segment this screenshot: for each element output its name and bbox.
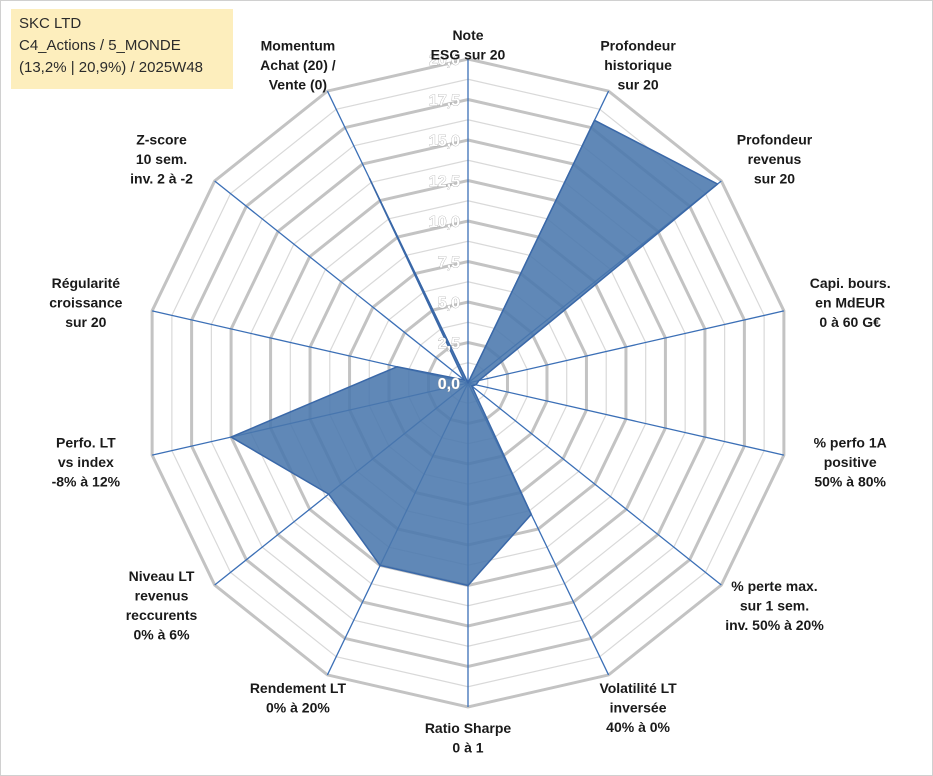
axis-label: Z-score 10 sem. inv. 2 à -2 <box>130 132 193 187</box>
axis-label-line: 50% à 80% <box>814 473 886 489</box>
portfolio-stats: (13,2% | 20,9%) / 2025W48 <box>19 59 203 76</box>
portfolio-name: C4_Actions / 5_MONDE <box>19 37 181 54</box>
tick-label: 0,0 <box>438 376 460 393</box>
radial-tick-labels: 0,0 2,5 5,0 7,5 10,0 12,5 15,0 17,5 20,0 <box>429 52 461 394</box>
axis-label: % perte max. sur 1 sem. inv. 50% à 20% <box>725 578 824 633</box>
axis-label-line: Volatilité LT <box>599 680 677 696</box>
axis-label: Profondeur revenus sur 20 <box>737 132 813 187</box>
axis-label-line: Rendement LT <box>250 680 347 696</box>
axis-label: Niveau LT revenus reccurents 0% à 6% <box>126 568 198 643</box>
axis-label: Ratio Sharpe 0 à 1 <box>425 720 512 756</box>
axis-label-line: historique <box>604 57 672 73</box>
tick-label: 15,0 <box>429 133 460 150</box>
axis-label-line: Profondeur <box>600 38 676 54</box>
axis-spoke <box>467 310 785 384</box>
axis-label-line: revenus <box>748 151 802 167</box>
tick-label: 5,0 <box>438 295 460 312</box>
axis-label-line: 0 à 60 G€ <box>819 314 881 330</box>
axis-label-line: en MdEUR <box>815 295 885 311</box>
axis-spoke <box>214 180 469 384</box>
tick-label: 2,5 <box>438 336 460 353</box>
tick-label: 17,5 <box>429 93 460 110</box>
tick-label: 12,5 <box>429 174 460 191</box>
axis-label-line: 0% à 20% <box>266 699 330 715</box>
tick-label: 10,0 <box>429 214 460 231</box>
info-box: SKC LTD C4_Actions / 5_MONDE (13,2% | 20… <box>11 9 233 89</box>
axis-label: Perfo. LT vs index -8% à 12% <box>52 434 121 489</box>
series-area <box>230 119 719 587</box>
axis-label: Momentum Achat (20) / Vente (0) <box>260 38 336 93</box>
axis-label-line: croissance <box>49 295 122 311</box>
axis-spoke <box>467 382 722 586</box>
axis-label-line: inv. 50% à 20% <box>725 617 824 633</box>
axis-label-line: Vente (0) <box>269 77 327 93</box>
axis-label-line: % perfo 1A <box>814 434 887 450</box>
axis-label-line: Profondeur <box>737 132 813 148</box>
axis-label-line: Perfo. LT <box>56 434 116 450</box>
axis-label-line: revenus <box>135 588 189 604</box>
axis-label-line: Régularité <box>52 275 121 291</box>
tick-label: 20,0 <box>429 52 460 69</box>
axis-label-line: Niveau LT <box>129 568 195 584</box>
axis-label: Volatilité LT inversée 40% à 0% <box>599 680 677 735</box>
axis-label: Profondeur historique sur 20 <box>600 38 676 93</box>
tick-label: 7,5 <box>438 255 460 272</box>
axis-spoke <box>467 382 785 456</box>
axis-label-line: 0 à 1 <box>452 740 483 756</box>
axis-label: Rendement LT 0% à 20% <box>250 680 347 716</box>
axis-label-line: inversée <box>610 699 667 715</box>
axis-label-line: 0% à 6% <box>133 627 190 643</box>
axis-label-line: positive <box>824 454 877 470</box>
axis-label: Note ESG sur 20 <box>431 27 506 63</box>
axis-label: Régularité croissance sur 20 <box>49 275 122 330</box>
axis-label-line: Ratio Sharpe <box>425 720 512 736</box>
axis-label-line: -8% à 12% <box>52 473 121 489</box>
axis-label-line: sur 20 <box>617 77 658 93</box>
company-name: SKC LTD <box>19 15 82 32</box>
axis-label: Capi. bours. en MdEUR 0 à 60 G€ <box>810 275 891 330</box>
axis-label-line: ESG sur 20 <box>431 47 506 63</box>
axis-label-line: 10 sem. <box>136 151 187 167</box>
axis-label-line: Note <box>452 27 483 43</box>
axis-label-line: inv. 2 à -2 <box>130 171 193 187</box>
axis-label-line: vs index <box>58 454 114 470</box>
axis-label-line: Momentum <box>261 38 336 54</box>
axis-label-line: % perte max. <box>731 578 817 594</box>
axis-label-line: Achat (20) / <box>260 57 336 73</box>
axis-label-line: Z-score <box>136 132 187 148</box>
axis-label-line: 40% à 0% <box>606 719 670 735</box>
axis-label-line: sur 20 <box>65 314 106 330</box>
axis-label: % perfo 1A positive 50% à 80% <box>814 434 887 489</box>
axis-label-line: sur 1 sem. <box>740 597 809 613</box>
axis-label-line: sur 20 <box>754 171 795 187</box>
axis-label-line: reccurents <box>126 607 198 623</box>
axis-labels: Note ESG sur 20 Profondeur historique sur 20… <box>49 27 890 756</box>
data-series <box>230 119 719 587</box>
axis-label-line: Capi. bours. <box>810 275 891 291</box>
